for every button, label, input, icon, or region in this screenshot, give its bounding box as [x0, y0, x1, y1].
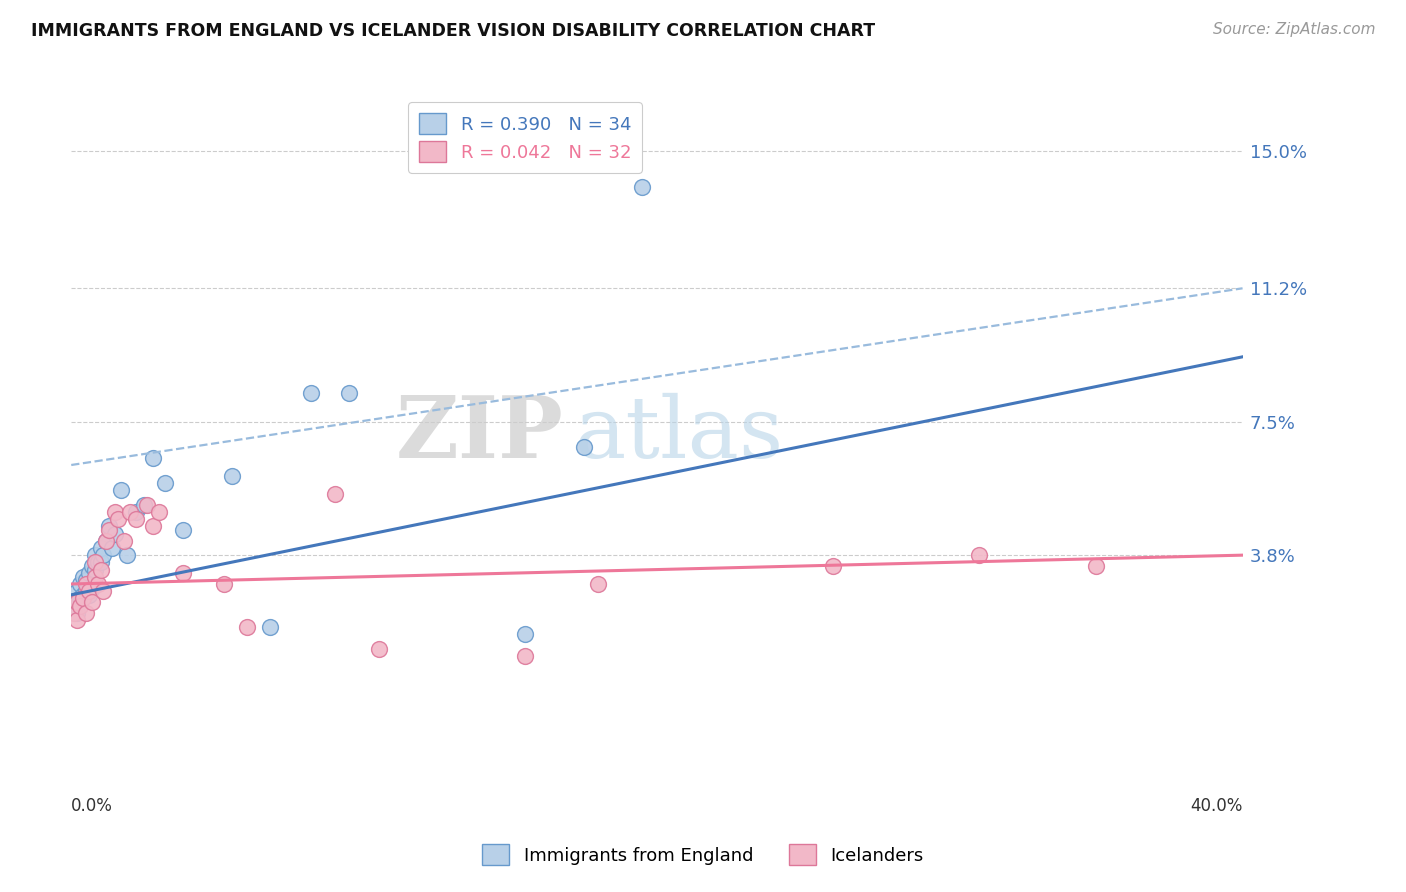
- Point: [80, 558, 103, 573]
- Point: [299, 385, 322, 400]
- Text: atlas: atlas: [575, 392, 785, 476]
- Point: [367, 641, 389, 656]
- Point: [104, 526, 127, 541]
- Point: [75, 606, 97, 620]
- Point: [212, 577, 235, 591]
- Point: [1085, 558, 1108, 573]
- Legend: Immigrants from England, Icelanders: Immigrants from England, Icelanders: [475, 837, 931, 872]
- Point: [104, 505, 127, 519]
- Point: [89, 555, 111, 569]
- Point: [86, 577, 108, 591]
- Point: [572, 440, 595, 454]
- Point: [66, 584, 89, 599]
- Point: [631, 180, 654, 194]
- Point: [142, 519, 165, 533]
- Point: [153, 476, 176, 491]
- Point: [93, 584, 115, 599]
- Point: [66, 595, 89, 609]
- Point: [63, 606, 86, 620]
- Text: IMMIGRANTS FROM ENGLAND VS ICELANDER VISION DISABILITY CORRELATION CHART: IMMIGRANTS FROM ENGLAND VS ICELANDER VIS…: [31, 22, 875, 40]
- Point: [77, 584, 100, 599]
- Point: [77, 588, 100, 602]
- Point: [72, 588, 94, 602]
- Point: [83, 548, 105, 562]
- Text: 0.0%: 0.0%: [72, 797, 112, 814]
- Point: [93, 548, 115, 562]
- Point: [513, 627, 536, 641]
- Point: [142, 450, 165, 465]
- Point: [323, 487, 346, 501]
- Point: [101, 541, 124, 555]
- Point: [80, 581, 103, 595]
- Point: [69, 577, 91, 591]
- Text: Source: ZipAtlas.com: Source: ZipAtlas.com: [1212, 22, 1375, 37]
- Point: [221, 468, 243, 483]
- Point: [83, 563, 105, 577]
- Point: [72, 591, 94, 606]
- Point: [80, 595, 103, 609]
- Point: [259, 620, 281, 634]
- Point: [98, 523, 121, 537]
- Point: [821, 558, 844, 573]
- Point: [110, 483, 132, 498]
- Point: [98, 519, 121, 533]
- Point: [75, 584, 97, 599]
- Point: [66, 613, 89, 627]
- Point: [148, 505, 170, 519]
- Point: [124, 505, 146, 519]
- Point: [588, 577, 610, 591]
- Point: [75, 577, 97, 591]
- Point: [86, 555, 108, 569]
- Point: [89, 541, 111, 555]
- Point: [72, 570, 94, 584]
- Point: [83, 570, 105, 584]
- Point: [967, 548, 990, 562]
- Point: [112, 533, 135, 548]
- Legend: R = 0.390   N = 34, R = 0.042   N = 32: R = 0.390 N = 34, R = 0.042 N = 32: [408, 103, 643, 173]
- Text: ZIP: ZIP: [395, 392, 564, 476]
- Point: [77, 566, 100, 581]
- Point: [69, 591, 91, 606]
- Point: [69, 599, 91, 613]
- Point: [107, 512, 129, 526]
- Point: [118, 505, 141, 519]
- Point: [172, 523, 194, 537]
- Point: [96, 533, 118, 548]
- Point: [66, 606, 89, 620]
- Point: [136, 498, 159, 512]
- Text: 40.0%: 40.0%: [1191, 797, 1243, 814]
- Point: [513, 649, 536, 664]
- Point: [96, 533, 118, 548]
- Point: [134, 498, 156, 512]
- Point: [172, 566, 194, 581]
- Point: [75, 574, 97, 588]
- Point: [83, 555, 105, 569]
- Point: [236, 620, 259, 634]
- Point: [89, 563, 111, 577]
- Point: [115, 548, 138, 562]
- Point: [63, 595, 86, 609]
- Point: [124, 512, 146, 526]
- Point: [339, 385, 361, 400]
